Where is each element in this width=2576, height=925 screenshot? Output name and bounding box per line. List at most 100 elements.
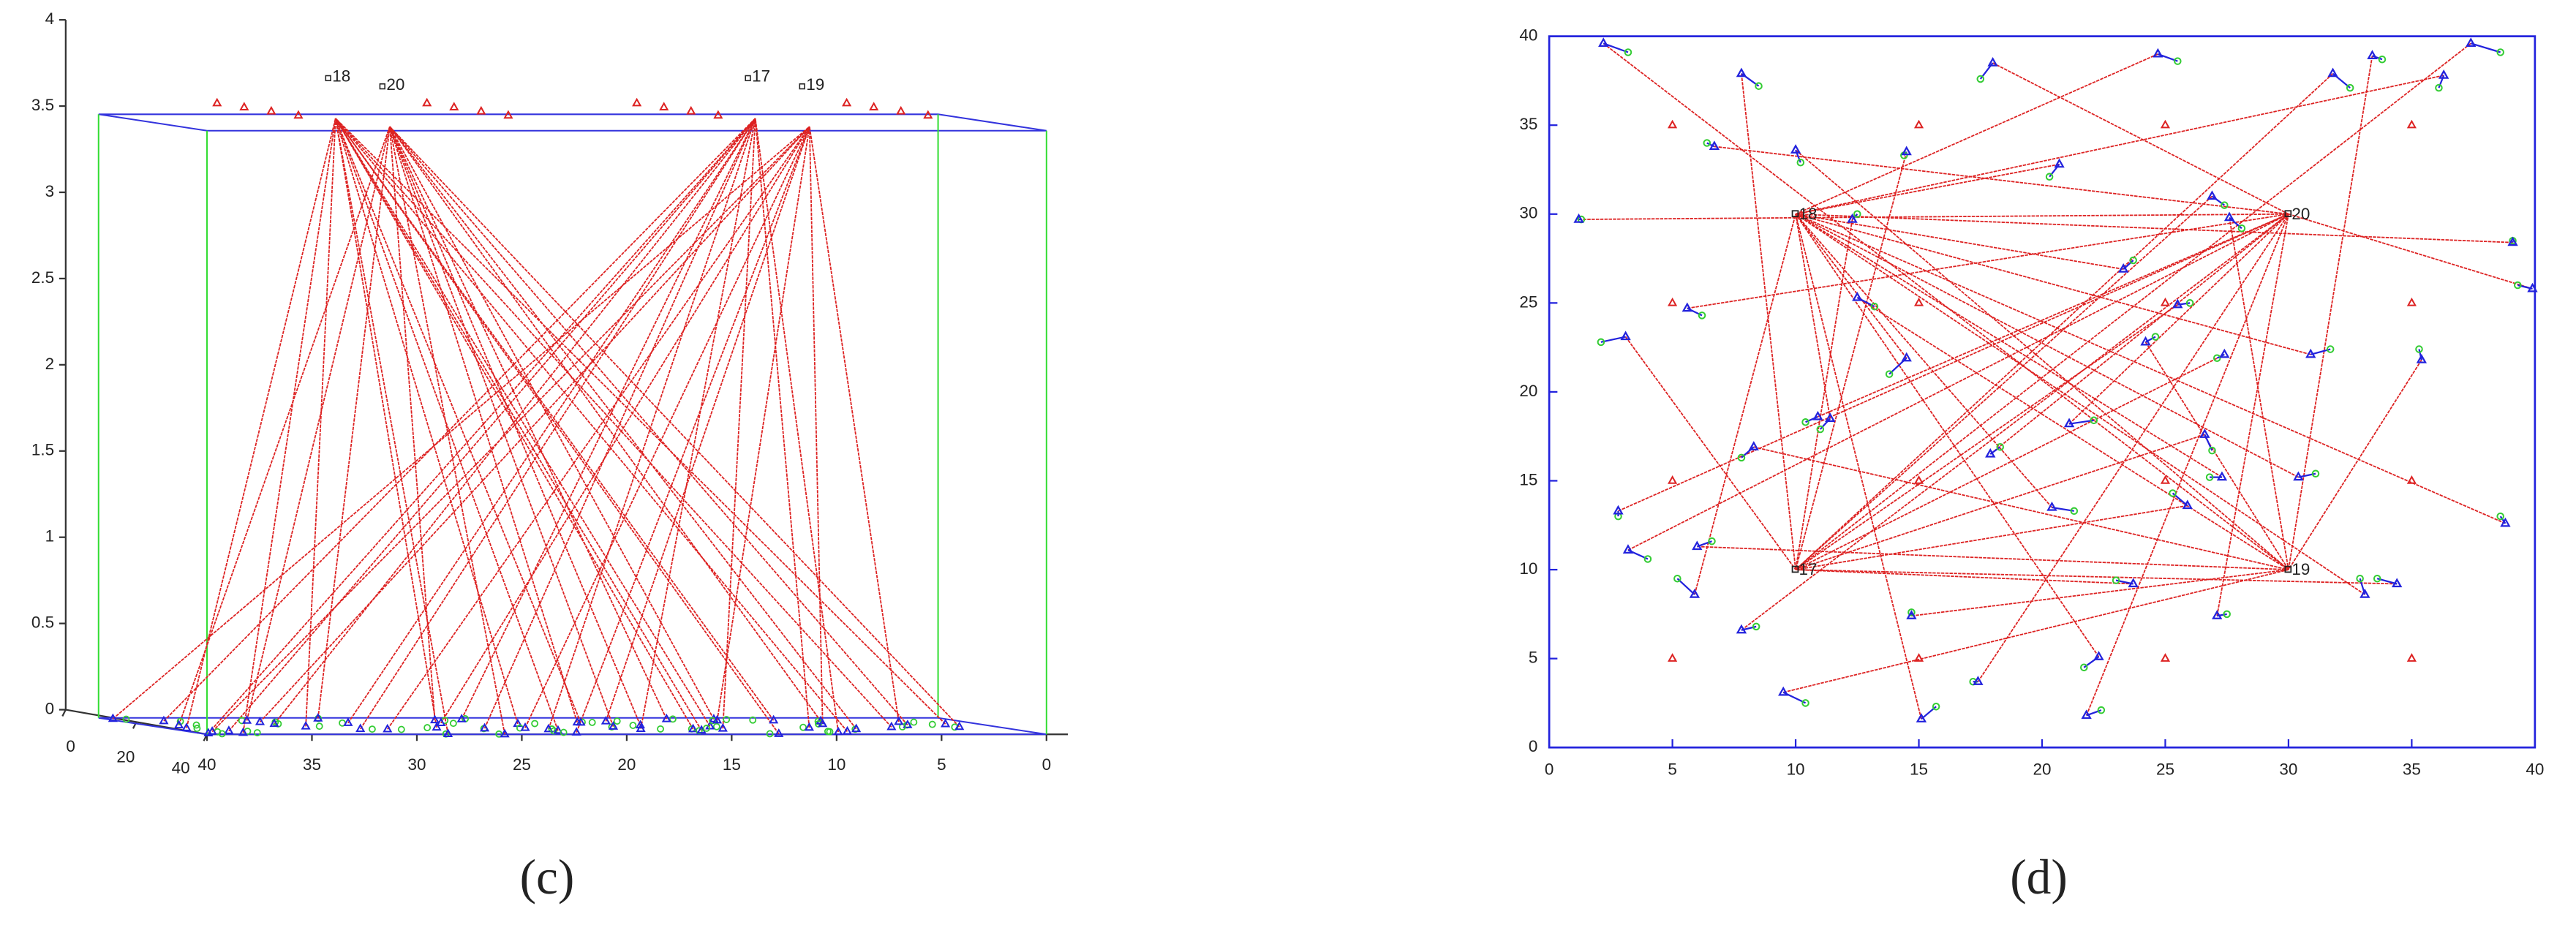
link [1795, 73, 2334, 570]
z-tick-label: 0.5 [31, 613, 54, 632]
relay-link [2068, 419, 2094, 425]
sensor [2327, 67, 2338, 78]
sink [2284, 565, 2292, 573]
link [334, 118, 581, 723]
anchor [869, 102, 879, 111]
anchor [2160, 119, 2171, 129]
relay [712, 722, 720, 730]
sensor [2416, 354, 2428, 363]
link [178, 126, 391, 726]
link [1578, 213, 2289, 220]
x-tick-label: 0 [1545, 760, 1554, 779]
sensor [203, 728, 214, 737]
link [335, 118, 702, 731]
sink [2284, 210, 2292, 218]
sink-label: 18 [1799, 205, 1818, 223]
relay [253, 729, 261, 736]
y-tick-label: 5 [1529, 649, 1538, 667]
sensor [442, 728, 453, 737]
x-tick-label: 15 [1910, 760, 1928, 779]
relay [122, 715, 130, 723]
x-tick-label: 5 [937, 755, 946, 774]
sensor [2054, 158, 2065, 168]
sensor [173, 720, 184, 729]
link [640, 118, 756, 729]
relay [2237, 224, 2246, 233]
relay [1801, 418, 1809, 426]
sensor [576, 717, 586, 726]
link [359, 118, 756, 730]
relay [1885, 370, 1894, 378]
link [1856, 297, 2289, 570]
link [2288, 359, 2422, 570]
anchor [632, 97, 642, 107]
link [274, 118, 756, 725]
sensor [718, 722, 728, 732]
sensor [2046, 501, 2057, 511]
link [722, 118, 756, 729]
sensor [2527, 282, 2538, 292]
sensor [1622, 544, 1634, 554]
relay [928, 720, 936, 728]
sink [799, 83, 805, 90]
sink [1791, 210, 1799, 218]
sensor [661, 713, 671, 722]
link [1795, 214, 2365, 595]
relay [550, 727, 558, 735]
relay [2496, 48, 2504, 56]
relay [192, 721, 200, 729]
relay [2311, 469, 2320, 478]
relay [193, 725, 201, 733]
link [1795, 214, 2053, 508]
link [1795, 213, 2506, 524]
panel-c: (c) 0 0.5 1 1.5 2 2.5 3 3.5 4 40 35 30 25 20 15 10 5 0 0 20… [31, 10, 1069, 905]
relay [1737, 453, 1746, 462]
sensor [2360, 588, 2370, 598]
link [1603, 42, 2289, 570]
relay [1643, 555, 1652, 563]
x-tick-label: 10 [827, 755, 846, 774]
link [1795, 213, 2124, 271]
y-tick-label: 30 [1519, 204, 1537, 222]
sensor [2128, 578, 2139, 588]
relay-link [2211, 195, 2225, 206]
x-tick-label: 25 [2156, 760, 2174, 779]
y-tick-label: 10 [1519, 559, 1537, 578]
sensor [1573, 213, 1584, 223]
anchor [2406, 475, 2417, 484]
z-tick-label: 1 [45, 527, 55, 545]
link [1741, 73, 1796, 570]
sensor [432, 722, 442, 731]
depth-tick-label: 20 [116, 748, 135, 766]
sensor [553, 725, 563, 734]
anchor [1668, 653, 1678, 662]
relay-link [1676, 578, 1695, 595]
relay [2326, 345, 2335, 353]
y-tick-label: 35 [1519, 115, 1537, 133]
sensor [636, 723, 646, 732]
link [1795, 163, 2060, 215]
sink [325, 75, 331, 82]
link [1687, 213, 2289, 309]
anchor [293, 110, 304, 119]
sensor [1847, 213, 1858, 223]
z-tick-label: 2.5 [31, 268, 54, 287]
link [1795, 53, 2158, 215]
relay [2185, 299, 2194, 307]
relay [1698, 312, 1706, 320]
link [1795, 214, 1907, 359]
depth-tick [61, 709, 67, 717]
sensor [2367, 50, 2378, 59]
sensor [2219, 348, 2230, 358]
relay [1907, 608, 1916, 616]
link [389, 127, 436, 720]
link [1795, 214, 2100, 657]
relay [1703, 139, 1711, 147]
sensor [241, 715, 252, 724]
sensor [1778, 686, 1789, 696]
relay [2223, 610, 2231, 619]
sensor [313, 713, 323, 722]
sensor [774, 728, 784, 737]
relay [1755, 82, 1763, 90]
link [1624, 336, 1796, 570]
